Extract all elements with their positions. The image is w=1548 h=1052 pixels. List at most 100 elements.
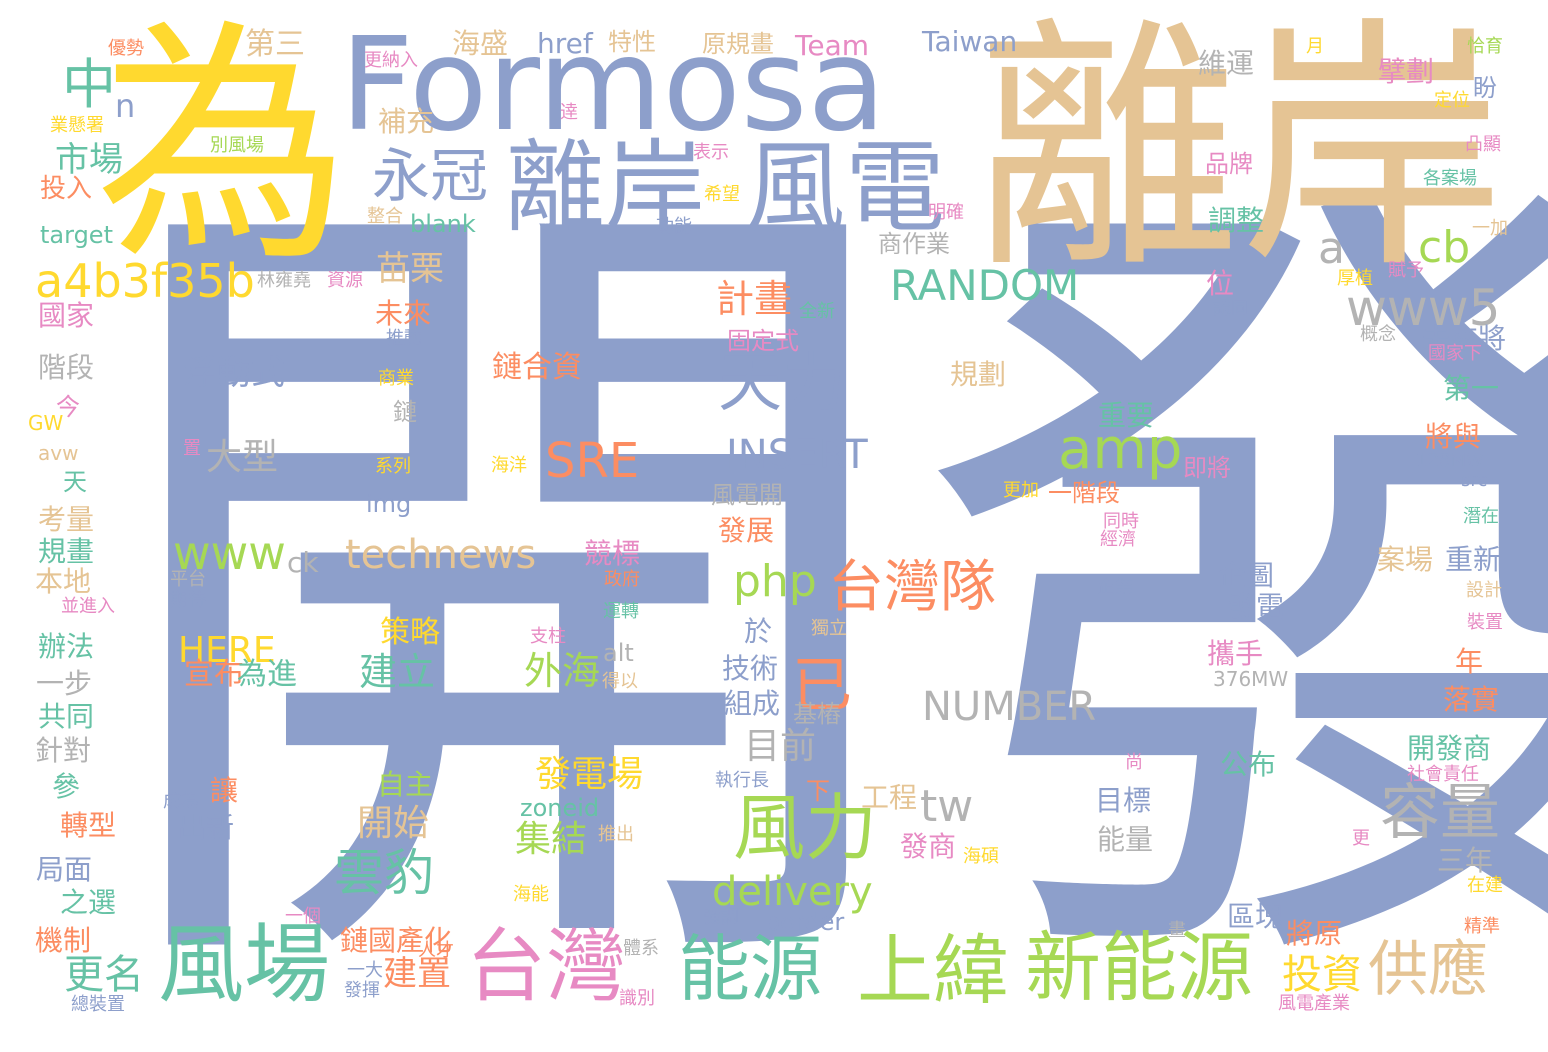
word: 海盛 — [452, 27, 509, 60]
word: 已 — [792, 651, 852, 721]
word: 讓 — [210, 774, 239, 807]
word: Formosa — [340, 11, 886, 160]
word: 苗栗 — [376, 249, 444, 289]
word: 之選 — [60, 886, 117, 919]
word: 攜手 — [1207, 637, 1264, 670]
word: 設計 — [1466, 580, 1502, 601]
word: 明確 — [928, 202, 964, 223]
word: 新能源 — [1025, 923, 1253, 1012]
word: 總裝置 — [71, 994, 125, 1015]
word: Taiwan — [922, 25, 1018, 58]
word: 落實 — [1443, 683, 1500, 716]
word: 外海 — [524, 649, 601, 693]
word: 商作業 — [878, 230, 950, 258]
word: 中 — [62, 53, 116, 116]
word: 政府 — [604, 569, 640, 590]
word: www — [173, 526, 286, 580]
word: 調整 — [1208, 204, 1265, 237]
word: 未來將 — [1422, 322, 1507, 355]
word: 潛在 — [1463, 506, 1499, 527]
word: NUMBER — [922, 684, 1097, 730]
word: 公布 — [1220, 748, 1277, 781]
word: tw — [920, 781, 974, 832]
word: 維運 — [1198, 47, 1255, 80]
word: 鏈合資 — [492, 350, 582, 385]
word: 能量 — [1097, 823, 1154, 856]
word: 發揮 — [344, 980, 380, 1001]
word: 年 — [1455, 645, 1484, 678]
word: 參 — [52, 770, 81, 803]
word: 社會責任 — [1407, 764, 1479, 785]
word: 企圖 — [1218, 559, 1275, 592]
word: RANDOM — [890, 261, 1080, 310]
word: 為 — [95, 0, 351, 296]
word: 128MW — [1416, 450, 1484, 471]
word: 自主 — [377, 768, 434, 801]
word: 天 — [63, 468, 87, 496]
word: 局面 — [36, 853, 93, 886]
word: 容量 — [1380, 778, 1500, 848]
word: 未來 — [375, 297, 432, 330]
word: 開發 — [95, 118, 1548, 1052]
word: 辦法 — [38, 630, 95, 663]
word: 賦予 — [1388, 260, 1424, 281]
word: 固定式 — [727, 327, 799, 355]
word: 並進入 — [61, 596, 115, 617]
word: 浮動式 — [183, 353, 285, 393]
word: 第一 — [1443, 372, 1500, 405]
word: 階段 — [38, 351, 95, 384]
word: 置 — [183, 438, 201, 459]
word: 更名 — [64, 952, 144, 998]
word: 即將 — [1183, 454, 1231, 482]
word: 概念 — [1360, 324, 1396, 345]
word: 開始 — [357, 803, 430, 844]
word: technews — [345, 532, 537, 578]
word: 將原 — [1286, 917, 1343, 950]
word: 表示 — [693, 142, 729, 163]
word: 恰育 — [1467, 36, 1503, 57]
word: 下 — [806, 777, 830, 805]
word: a — [1318, 223, 1345, 274]
word: 運轉 — [603, 601, 639, 622]
word: 執行長 — [715, 770, 769, 791]
word: 本地 — [35, 565, 92, 598]
word: 獨立 — [811, 618, 847, 639]
word: 在建 — [1467, 875, 1503, 896]
word: n — [115, 87, 136, 125]
word: 厚植 — [1337, 268, 1373, 289]
word: 全新 — [799, 301, 835, 322]
word: 風電開 — [711, 481, 783, 509]
word: 擘劃 — [1378, 55, 1435, 88]
word: 逹 — [560, 102, 578, 123]
word: 規劃 — [950, 358, 1007, 391]
word: 出新 — [178, 811, 235, 844]
word: 為進 — [237, 657, 297, 692]
word: Team — [795, 29, 870, 62]
word: avw — [38, 441, 79, 465]
word: 風場 — [158, 915, 330, 1015]
word: 人才 — [418, 940, 454, 961]
word: 推動 — [386, 328, 422, 349]
word: 鏈 — [393, 398, 417, 426]
word: src — [1461, 470, 1488, 491]
word: 一個 — [285, 906, 321, 927]
word: 投入 — [40, 174, 93, 204]
word: 組成 — [724, 687, 781, 720]
word: 成為 — [163, 791, 199, 812]
word: 平台 — [170, 569, 206, 590]
word: 將與 — [1425, 420, 1482, 453]
word: amp — [1058, 417, 1183, 482]
word: 能源 — [678, 927, 823, 1011]
word: 策略 — [380, 615, 440, 650]
word: 尚 — [1125, 752, 1143, 773]
word: 今 — [56, 393, 80, 421]
word: 開發商 — [1407, 732, 1492, 765]
word: 建立 — [359, 650, 436, 694]
word: 共同 — [38, 700, 95, 733]
word: 系列 — [375, 456, 411, 477]
word: 原規畫 — [702, 30, 774, 58]
word: 第三 — [245, 27, 305, 62]
word: 定位 — [1434, 90, 1470, 111]
word: 永冠 — [372, 142, 489, 210]
word: 目標 — [1095, 784, 1152, 817]
